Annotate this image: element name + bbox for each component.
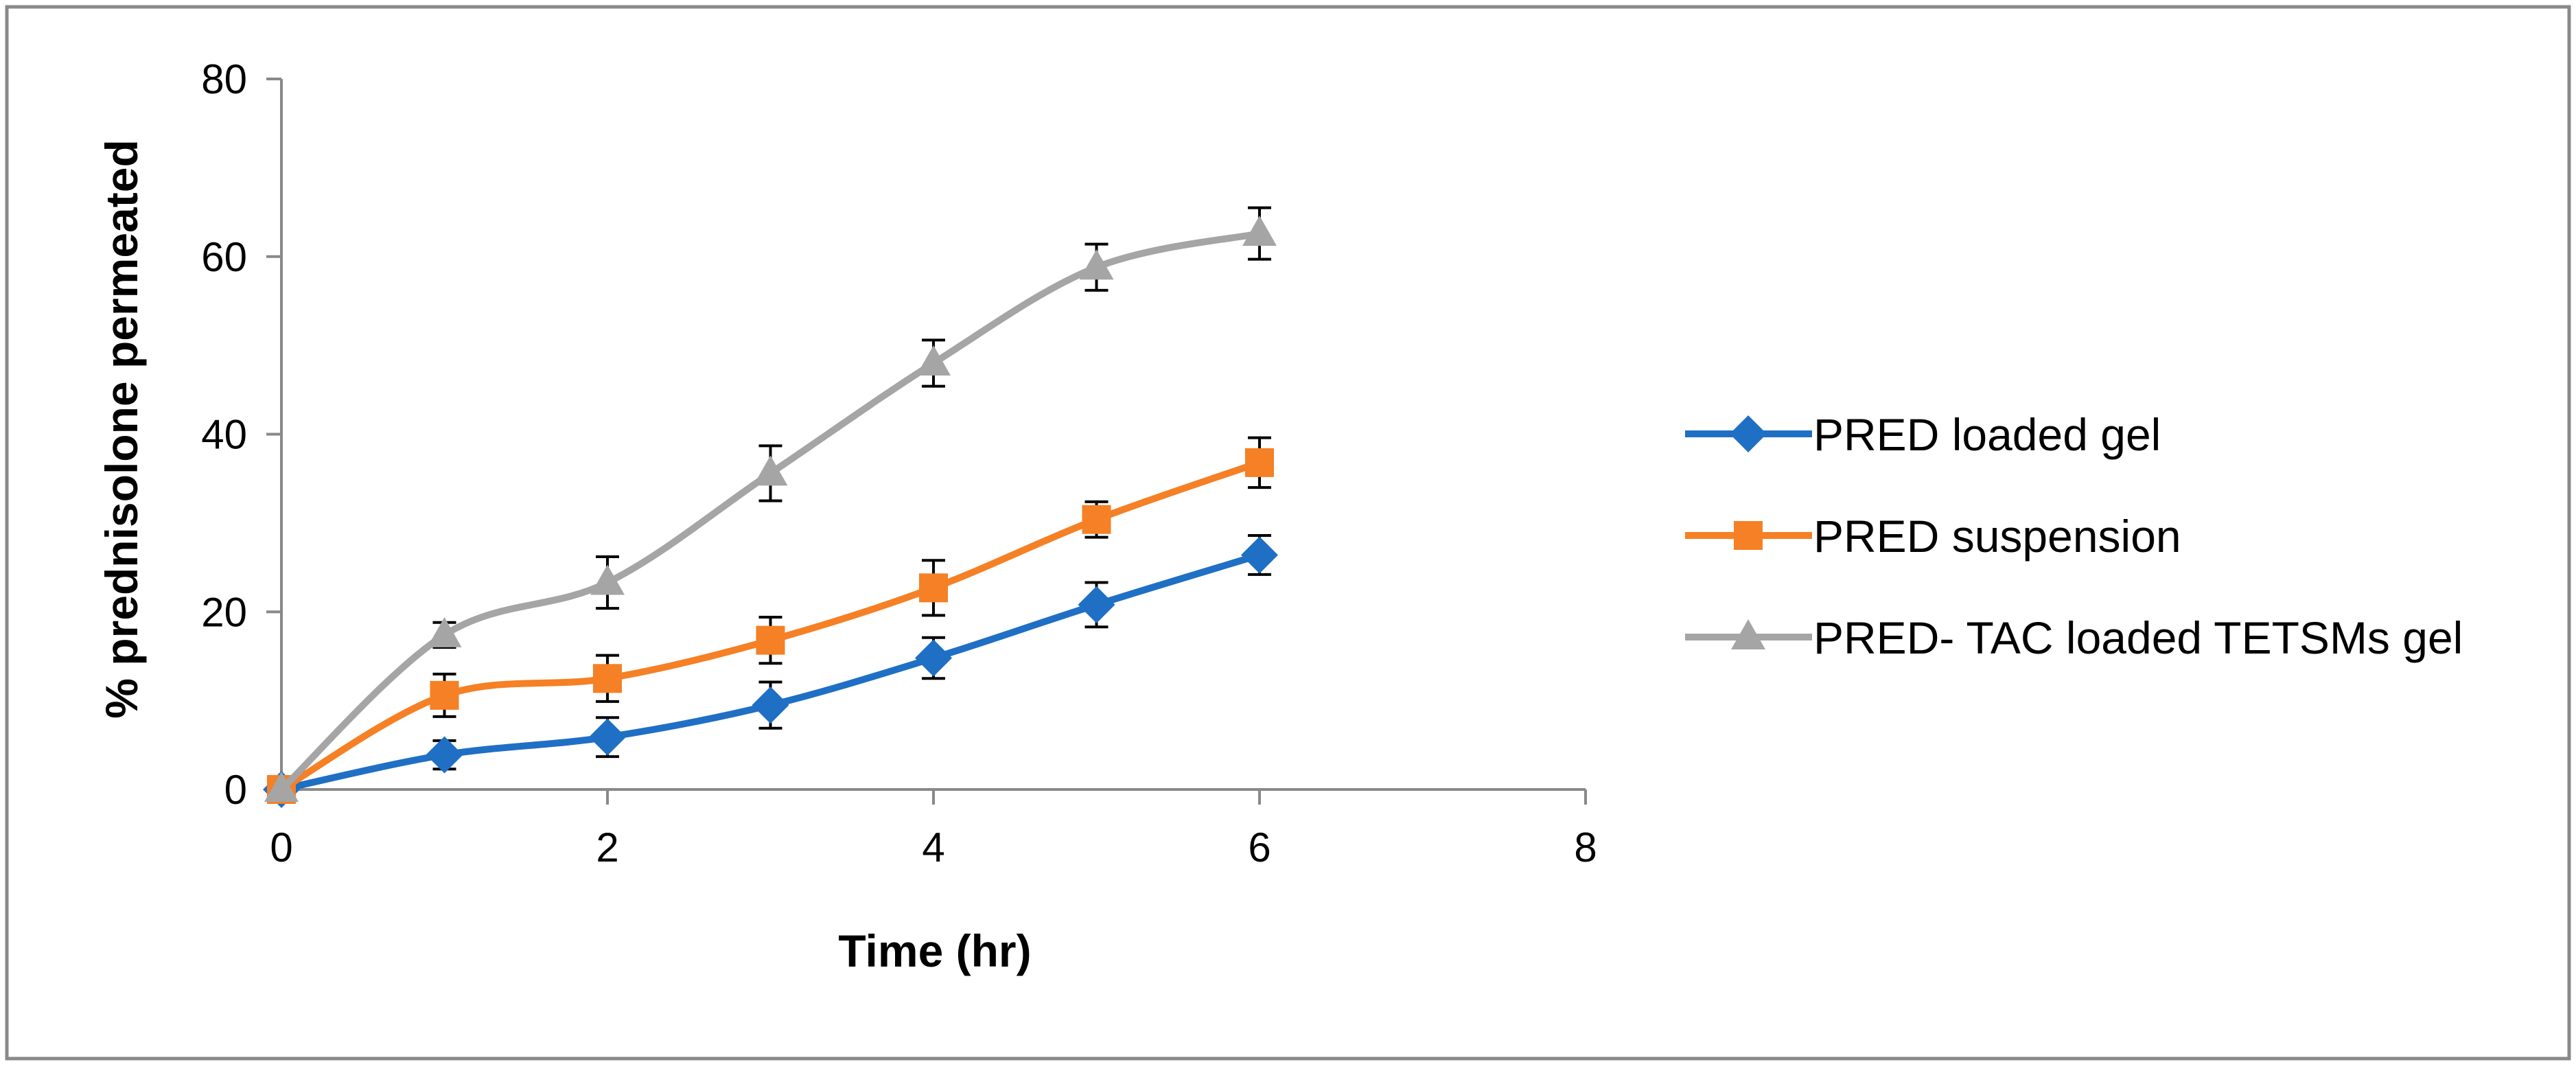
legend-marker-pred-suspension (1734, 521, 1763, 550)
x-axis-title: Time (hr) (838, 925, 1031, 976)
marker-pred-tac-tetsms-gel (590, 564, 625, 595)
series-pred-suspension (267, 436, 1274, 804)
marker-pred-loaded-gel (1241, 536, 1278, 574)
marker-pred-tac-tetsms-gel (916, 345, 951, 376)
y-tick-label: 20 (201, 589, 247, 635)
legend-marker-pred-tac-tetsms-gel (1731, 619, 1765, 649)
legend-item-pred-tac-tetsms-gel: PRED- TAC loaded TETSMs gel (1685, 612, 2463, 663)
marker-pred-loaded-gel (426, 736, 463, 774)
marker-pred-suspension (1082, 505, 1111, 534)
legend-item-pred-suspension: PRED suspension (1685, 511, 2181, 562)
x-tick-label: 6 (1248, 824, 1270, 870)
marker-pred-suspension (1245, 448, 1274, 477)
legend-label-pred-tac-tetsms-gel: PRED- TAC loaded TETSMs gel (1813, 612, 2463, 663)
marker-pred-suspension (919, 573, 948, 603)
plot-area: 0 20 40 60 80 0 2 4 6 8 (201, 56, 1597, 870)
x-tick-label: 8 (1574, 824, 1597, 870)
marker-pred-suspension (756, 625, 785, 655)
legend-label-pred-loaded-gel: PRED loaded gel (1813, 409, 2161, 460)
x-tick-label: 4 (922, 824, 944, 870)
marker-pred-loaded-gel (915, 639, 952, 677)
y-axis-title: % prednisolone permeated (96, 139, 147, 719)
marker-pred-tac-tetsms-gel (753, 455, 788, 486)
marker-pred-suspension (430, 680, 459, 710)
marker-pred-loaded-gel (1078, 586, 1115, 623)
legend-label-pred-suspension: PRED suspension (1813, 511, 2181, 562)
legend-marker-pred-loaded-gel (1730, 415, 1767, 452)
marker-pred-tac-tetsms-gel (1079, 249, 1114, 280)
x-tick-label: 2 (596, 824, 618, 870)
x-tick-label: 0 (270, 824, 292, 870)
series-pred-tac-tetsms-gel (264, 206, 1277, 802)
legend: PRED loaded gel PRED suspension PRED- TAC … (1685, 409, 2463, 663)
marker-pred-tac-tetsms-gel (264, 772, 299, 802)
y-tick-label: 0 (224, 767, 247, 813)
y-tick-label: 60 (201, 234, 247, 280)
chart-border (5, 5, 2571, 1061)
y-tick-label: 80 (201, 56, 247, 102)
y-tick-label: 40 (201, 412, 247, 458)
marker-pred-tac-tetsms-gel (1242, 216, 1277, 246)
legend-item-pred-loaded-gel: PRED loaded gel (1685, 409, 2161, 460)
marker-pred-suspension (593, 664, 622, 693)
marker-pred-loaded-gel (589, 718, 626, 756)
marker-pred-tac-tetsms-gel (427, 616, 462, 647)
marker-pred-loaded-gel (752, 687, 789, 724)
